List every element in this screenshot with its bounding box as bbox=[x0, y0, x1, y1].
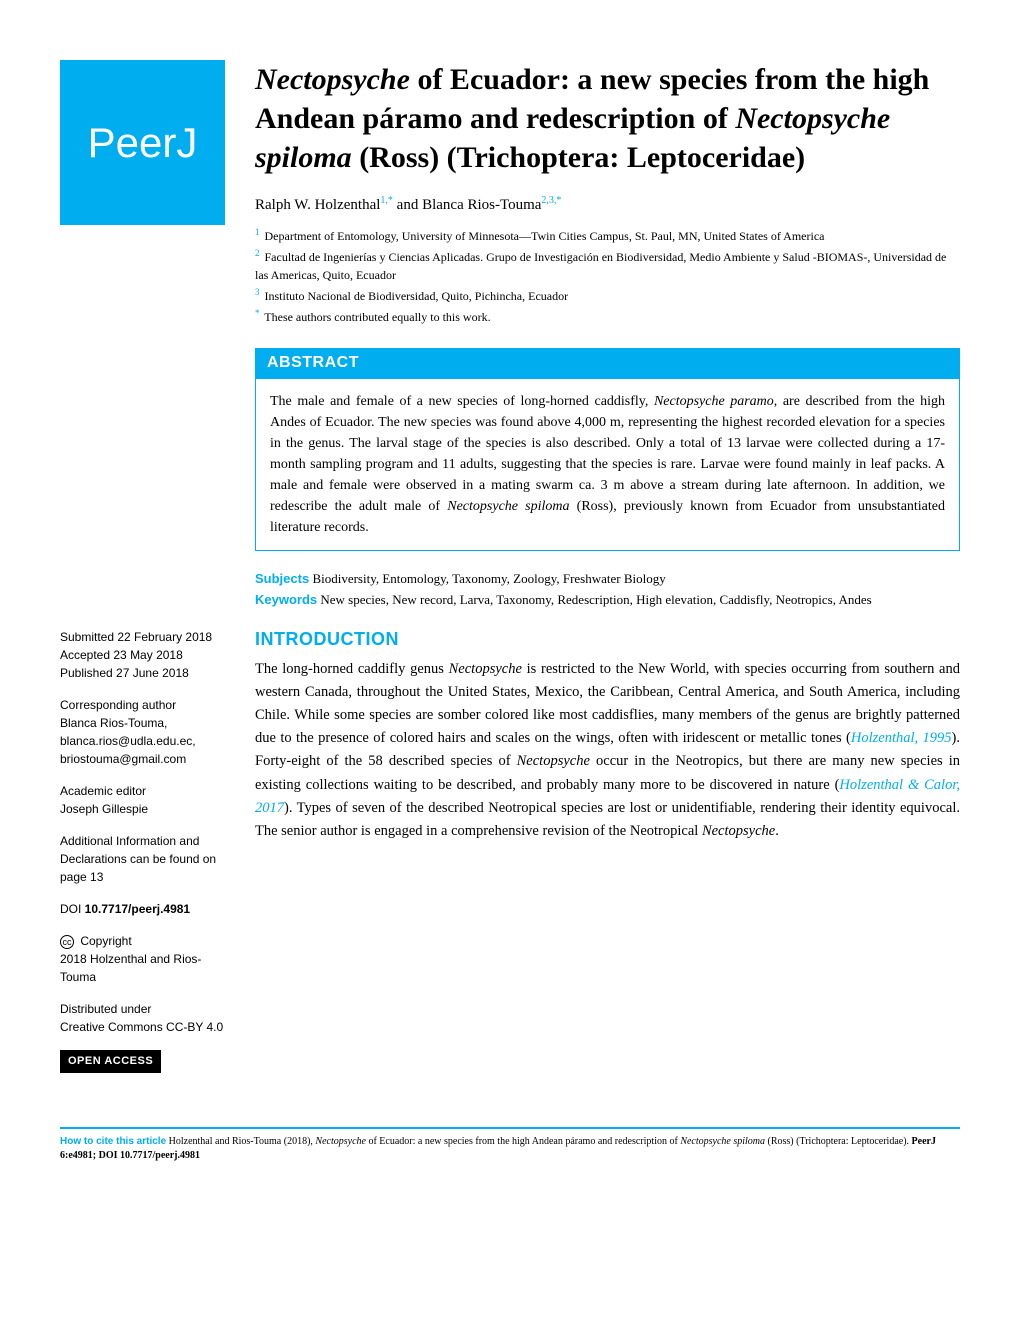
header-section: PeerJ Nectopsyche of Ecuador: a new spec… bbox=[60, 60, 960, 328]
intro-italic-3: Nectopsyche bbox=[702, 823, 775, 839]
affil-1-sup: 1 bbox=[255, 227, 260, 237]
title-italic-1: Nectopsyche bbox=[255, 63, 410, 96]
subjects-line: Subjects Biodiversity, Entomology, Taxon… bbox=[255, 569, 960, 590]
accepted-date: 23 May 2018 bbox=[110, 648, 183, 662]
submitted-date: 22 February 2018 bbox=[114, 630, 212, 644]
additional-info-block: Additional Information and Declarations … bbox=[60, 832, 225, 886]
affil-2-text: Facultad de Ingenierías y Ciencias Aplic… bbox=[255, 250, 946, 282]
abstract-text-1: The male and female of a new species of … bbox=[270, 394, 654, 409]
affiliations: 1 Department of Entomology, University o… bbox=[255, 226, 960, 326]
corresponding-label: Corresponding author bbox=[60, 696, 225, 714]
editor-label: Academic editor bbox=[60, 782, 225, 800]
abstract-italic-2: Nectopsyche spiloma bbox=[447, 499, 569, 514]
author-2-sup: 2,3,* bbox=[541, 195, 561, 206]
citation-text-2: of Ecuador: a new species from the high … bbox=[366, 1136, 680, 1147]
logo-text: PeerJ bbox=[88, 119, 198, 167]
citation-text-1: Holzenthal and Rios-Touma (2018), bbox=[166, 1136, 315, 1147]
subjects-text: Biodiversity, Entomology, Taxonomy, Zool… bbox=[309, 571, 666, 586]
affiliation-3: 3 Instituto Nacional de Biodiversidad, Q… bbox=[255, 286, 960, 305]
intro-italic-2: Nectopsyche bbox=[517, 753, 590, 769]
affil-contrib-text: These authors contributed equally to thi… bbox=[262, 310, 491, 324]
doi-block: DOI 10.7717/peerj.4981 bbox=[60, 900, 225, 918]
cc-icon: cc bbox=[60, 935, 74, 949]
intro-link-1[interactable]: Holzenthal, 1995 bbox=[851, 730, 952, 746]
affil-3-sup: 3 bbox=[255, 287, 260, 297]
meta-section: Subjects Biodiversity, Entomology, Taxon… bbox=[255, 569, 960, 611]
distributed-text: Creative Commons CC-BY 4.0 bbox=[60, 1018, 225, 1036]
affil-2-sup: 2 bbox=[255, 248, 260, 258]
intro-paragraph: The long-horned caddifly genus Nectopsyc… bbox=[255, 658, 960, 844]
author-connector: and bbox=[393, 197, 422, 213]
corresponding-email-2: briostouma@gmail.com bbox=[60, 750, 225, 768]
distributed-label: Distributed under bbox=[60, 1000, 225, 1018]
copyright-block: cc Copyright 2018 Holzenthal and Rios-To… bbox=[60, 932, 225, 986]
authors-line: Ralph W. Holzenthal1,* and Blanca Rios-T… bbox=[255, 195, 960, 214]
abstract-italic-1: Nectopsyche paramo bbox=[654, 394, 774, 409]
author-2: Blanca Rios-Touma bbox=[422, 197, 541, 213]
published-label: Published bbox=[60, 666, 113, 680]
affil-contrib-sup: * bbox=[255, 308, 260, 318]
citation-italic-1: Nectopsyche bbox=[315, 1136, 366, 1147]
title-area: Nectopsyche of Ecuador: a new species fr… bbox=[255, 60, 960, 328]
corresponding-email-1: blanca.rios@udla.edu.ec, bbox=[60, 732, 225, 750]
abstract-box: The male and female of a new species of … bbox=[255, 378, 960, 551]
corresponding-name: Blanca Rios-Touma, bbox=[60, 714, 225, 732]
main-content: Submitted 22 February 2018 Accepted 23 M… bbox=[60, 348, 960, 1087]
subjects-label: Subjects bbox=[255, 571, 309, 586]
copyright-text: 2018 Holzenthal and Rios-Touma bbox=[60, 950, 225, 986]
article-title: Nectopsyche of Ecuador: a new species fr… bbox=[255, 60, 960, 177]
additional-info-text: Additional Information and Declarations … bbox=[60, 832, 225, 886]
editor-block: Academic editor Joseph Gillespie bbox=[60, 782, 225, 818]
published-date: 27 June 2018 bbox=[113, 666, 189, 680]
keywords-label: Keywords bbox=[255, 592, 317, 607]
intro-text-6: . bbox=[775, 823, 779, 839]
affiliation-2: 2 Facultad de Ingenierías y Ciencias Apl… bbox=[255, 247, 960, 284]
sidebar: Submitted 22 February 2018 Accepted 23 M… bbox=[60, 348, 225, 1087]
author-1-sup: 1,* bbox=[380, 195, 393, 206]
keywords-text: New species, New record, Larva, Taxonomy… bbox=[317, 592, 872, 607]
doi-value: 10.7717/peerj.4981 bbox=[81, 902, 190, 916]
copyright-label: Copyright bbox=[77, 934, 132, 948]
doi-label: DOI bbox=[60, 902, 81, 916]
citation-footer: How to cite this article Holzenthal and … bbox=[60, 1127, 960, 1163]
affiliation-1: 1 Department of Entomology, University o… bbox=[255, 226, 960, 245]
affiliation-contrib: * These authors contributed equally to t… bbox=[255, 307, 960, 326]
license-block: Distributed under Creative Commons CC-BY… bbox=[60, 1000, 225, 1036]
journal-logo: PeerJ bbox=[60, 60, 225, 225]
dates-block: Submitted 22 February 2018 Accepted 23 M… bbox=[60, 628, 225, 682]
submitted-label: Submitted bbox=[60, 630, 114, 644]
introduction-heading: INTRODUCTION bbox=[255, 629, 960, 650]
accepted-label: Accepted bbox=[60, 648, 110, 662]
author-1: Ralph W. Holzenthal bbox=[255, 197, 380, 213]
open-access-block: OPEN ACCESS bbox=[60, 1050, 225, 1073]
intro-text-5: ). Types of seven of the described Neotr… bbox=[255, 800, 960, 839]
editor-name: Joseph Gillespie bbox=[60, 800, 225, 818]
content-column: ABSTRACT The male and female of a new sp… bbox=[255, 348, 960, 1087]
corresponding-block: Corresponding author Blanca Rios-Touma, … bbox=[60, 696, 225, 768]
abstract-text-2: , are described from the high Andes of E… bbox=[270, 394, 945, 514]
affil-1-text: Department of Entomology, University of … bbox=[262, 229, 825, 243]
citation-label: How to cite this article bbox=[60, 1136, 166, 1147]
keywords-line: Keywords New species, New record, Larva,… bbox=[255, 590, 960, 611]
title-text-2: (Ross) (Trichoptera: Leptoceridae) bbox=[352, 141, 806, 174]
intro-text-1: The long-horned caddifly genus bbox=[255, 661, 449, 677]
citation-italic-2: Nectopsyche spiloma bbox=[680, 1136, 765, 1147]
open-access-badge: OPEN ACCESS bbox=[60, 1050, 161, 1073]
citation-text-3: (Ross) (Trichoptera: Leptoceridae). bbox=[765, 1136, 912, 1147]
affil-3-text: Instituto Nacional de Biodiversidad, Qui… bbox=[262, 289, 569, 303]
intro-italic-1: Nectopsyche bbox=[449, 661, 522, 677]
abstract-heading: ABSTRACT bbox=[255, 348, 960, 378]
